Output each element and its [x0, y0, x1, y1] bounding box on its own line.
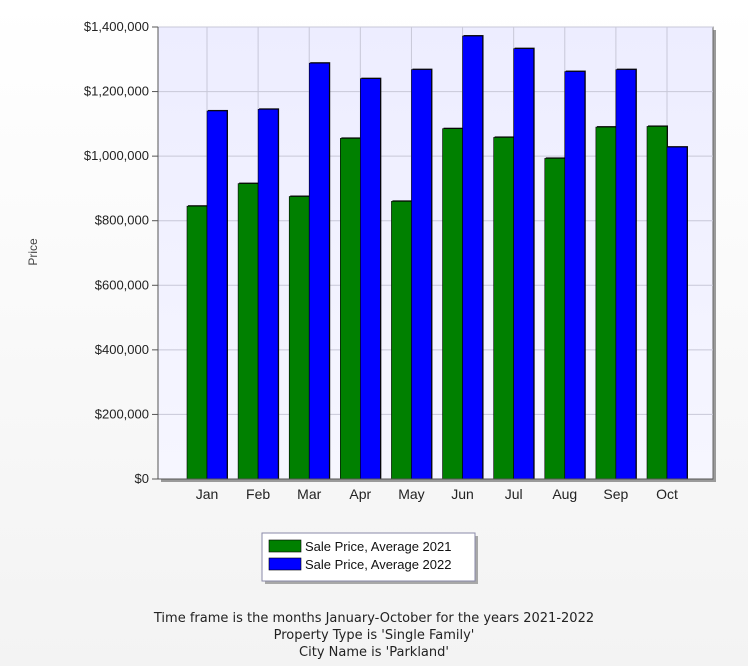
- legend-label-2: Sale Price, Average 2022: [305, 557, 451, 572]
- bar-chart: $0 $200,000 $400,000 $600,000 $800,000 $1,000…: [26, 19, 716, 584]
- bar-2022-aug: [564, 71, 586, 480]
- y-tick-label: $1,400,000: [84, 19, 149, 34]
- bar-2022-mar: [308, 62, 330, 480]
- y-tick-label: $800,000: [95, 213, 149, 228]
- bar-2021-sep: [595, 126, 617, 480]
- bar-2022-feb: [257, 109, 279, 480]
- bar-2021-aug: [544, 158, 566, 480]
- x-tick-label: May: [398, 486, 424, 502]
- y-tick-label: $600,000: [95, 277, 149, 292]
- bar-2022-jul: [513, 48, 534, 480]
- bar-2021-may: [391, 201, 412, 480]
- caption-city-name: City Name is 'Parkland': [299, 645, 449, 660]
- bar-2022-oct: [666, 146, 688, 480]
- x-tick-label: Jun: [451, 486, 474, 502]
- y-tick-label: $1,200,000: [84, 84, 149, 99]
- y-tick-label: $1,000,000: [84, 148, 149, 163]
- x-tick-label: Apr: [349, 486, 371, 502]
- x-tick-label: Mar: [297, 486, 321, 502]
- y-tick-label: $400,000: [95, 342, 149, 357]
- bar-2021-apr: [340, 138, 361, 480]
- y-axis-label: Price: [26, 238, 40, 266]
- x-tick-label: Oct: [656, 486, 678, 502]
- y-tick-label: $200,000: [95, 406, 149, 421]
- chart-caption: Time frame is the months January-October…: [0, 610, 748, 661]
- x-tick-label: Sep: [603, 486, 628, 502]
- bar-2021-jun: [442, 128, 463, 480]
- x-tick-label: Jul: [505, 486, 523, 502]
- legend-swatch-1: [268, 539, 302, 553]
- axes: [152, 26, 713, 480]
- caption-time-frame: Time frame is the months January-October…: [153, 611, 595, 626]
- bar-2021-jan: [186, 205, 208, 480]
- x-tick-label: Feb: [246, 486, 270, 502]
- bar-2022-jun: [462, 35, 483, 480]
- legend: Sale Price, Average 2021 Sale Price, Aver…: [261, 532, 478, 584]
- bar-2022-apr: [360, 78, 381, 480]
- legend-swatch-2: [268, 557, 302, 571]
- bar-2022-jan: [206, 110, 228, 480]
- bar-2022-may: [411, 69, 432, 480]
- y-tick-label: $0: [135, 471, 149, 486]
- bar-2022-sep: [615, 69, 637, 480]
- caption-property-type: Property Type is 'Single Family': [273, 628, 475, 643]
- y-axis-ticks: $0 $200,000 $400,000 $600,000 $800,000 $1,000…: [84, 19, 149, 486]
- bar-2021-oct: [646, 126, 668, 480]
- x-tick-label: Aug: [552, 486, 577, 502]
- x-tick-label: Jan: [196, 486, 219, 502]
- bar-2021-feb: [237, 183, 259, 480]
- x-axis-ticks: Jan Feb Mar Apr May Jun Jul Aug Sep Oct: [196, 486, 678, 502]
- legend-label-1: Sale Price, Average 2021: [305, 539, 451, 554]
- bars: [186, 35, 688, 480]
- bar-2021-jul: [493, 137, 514, 480]
- bar-2021-mar: [288, 196, 310, 480]
